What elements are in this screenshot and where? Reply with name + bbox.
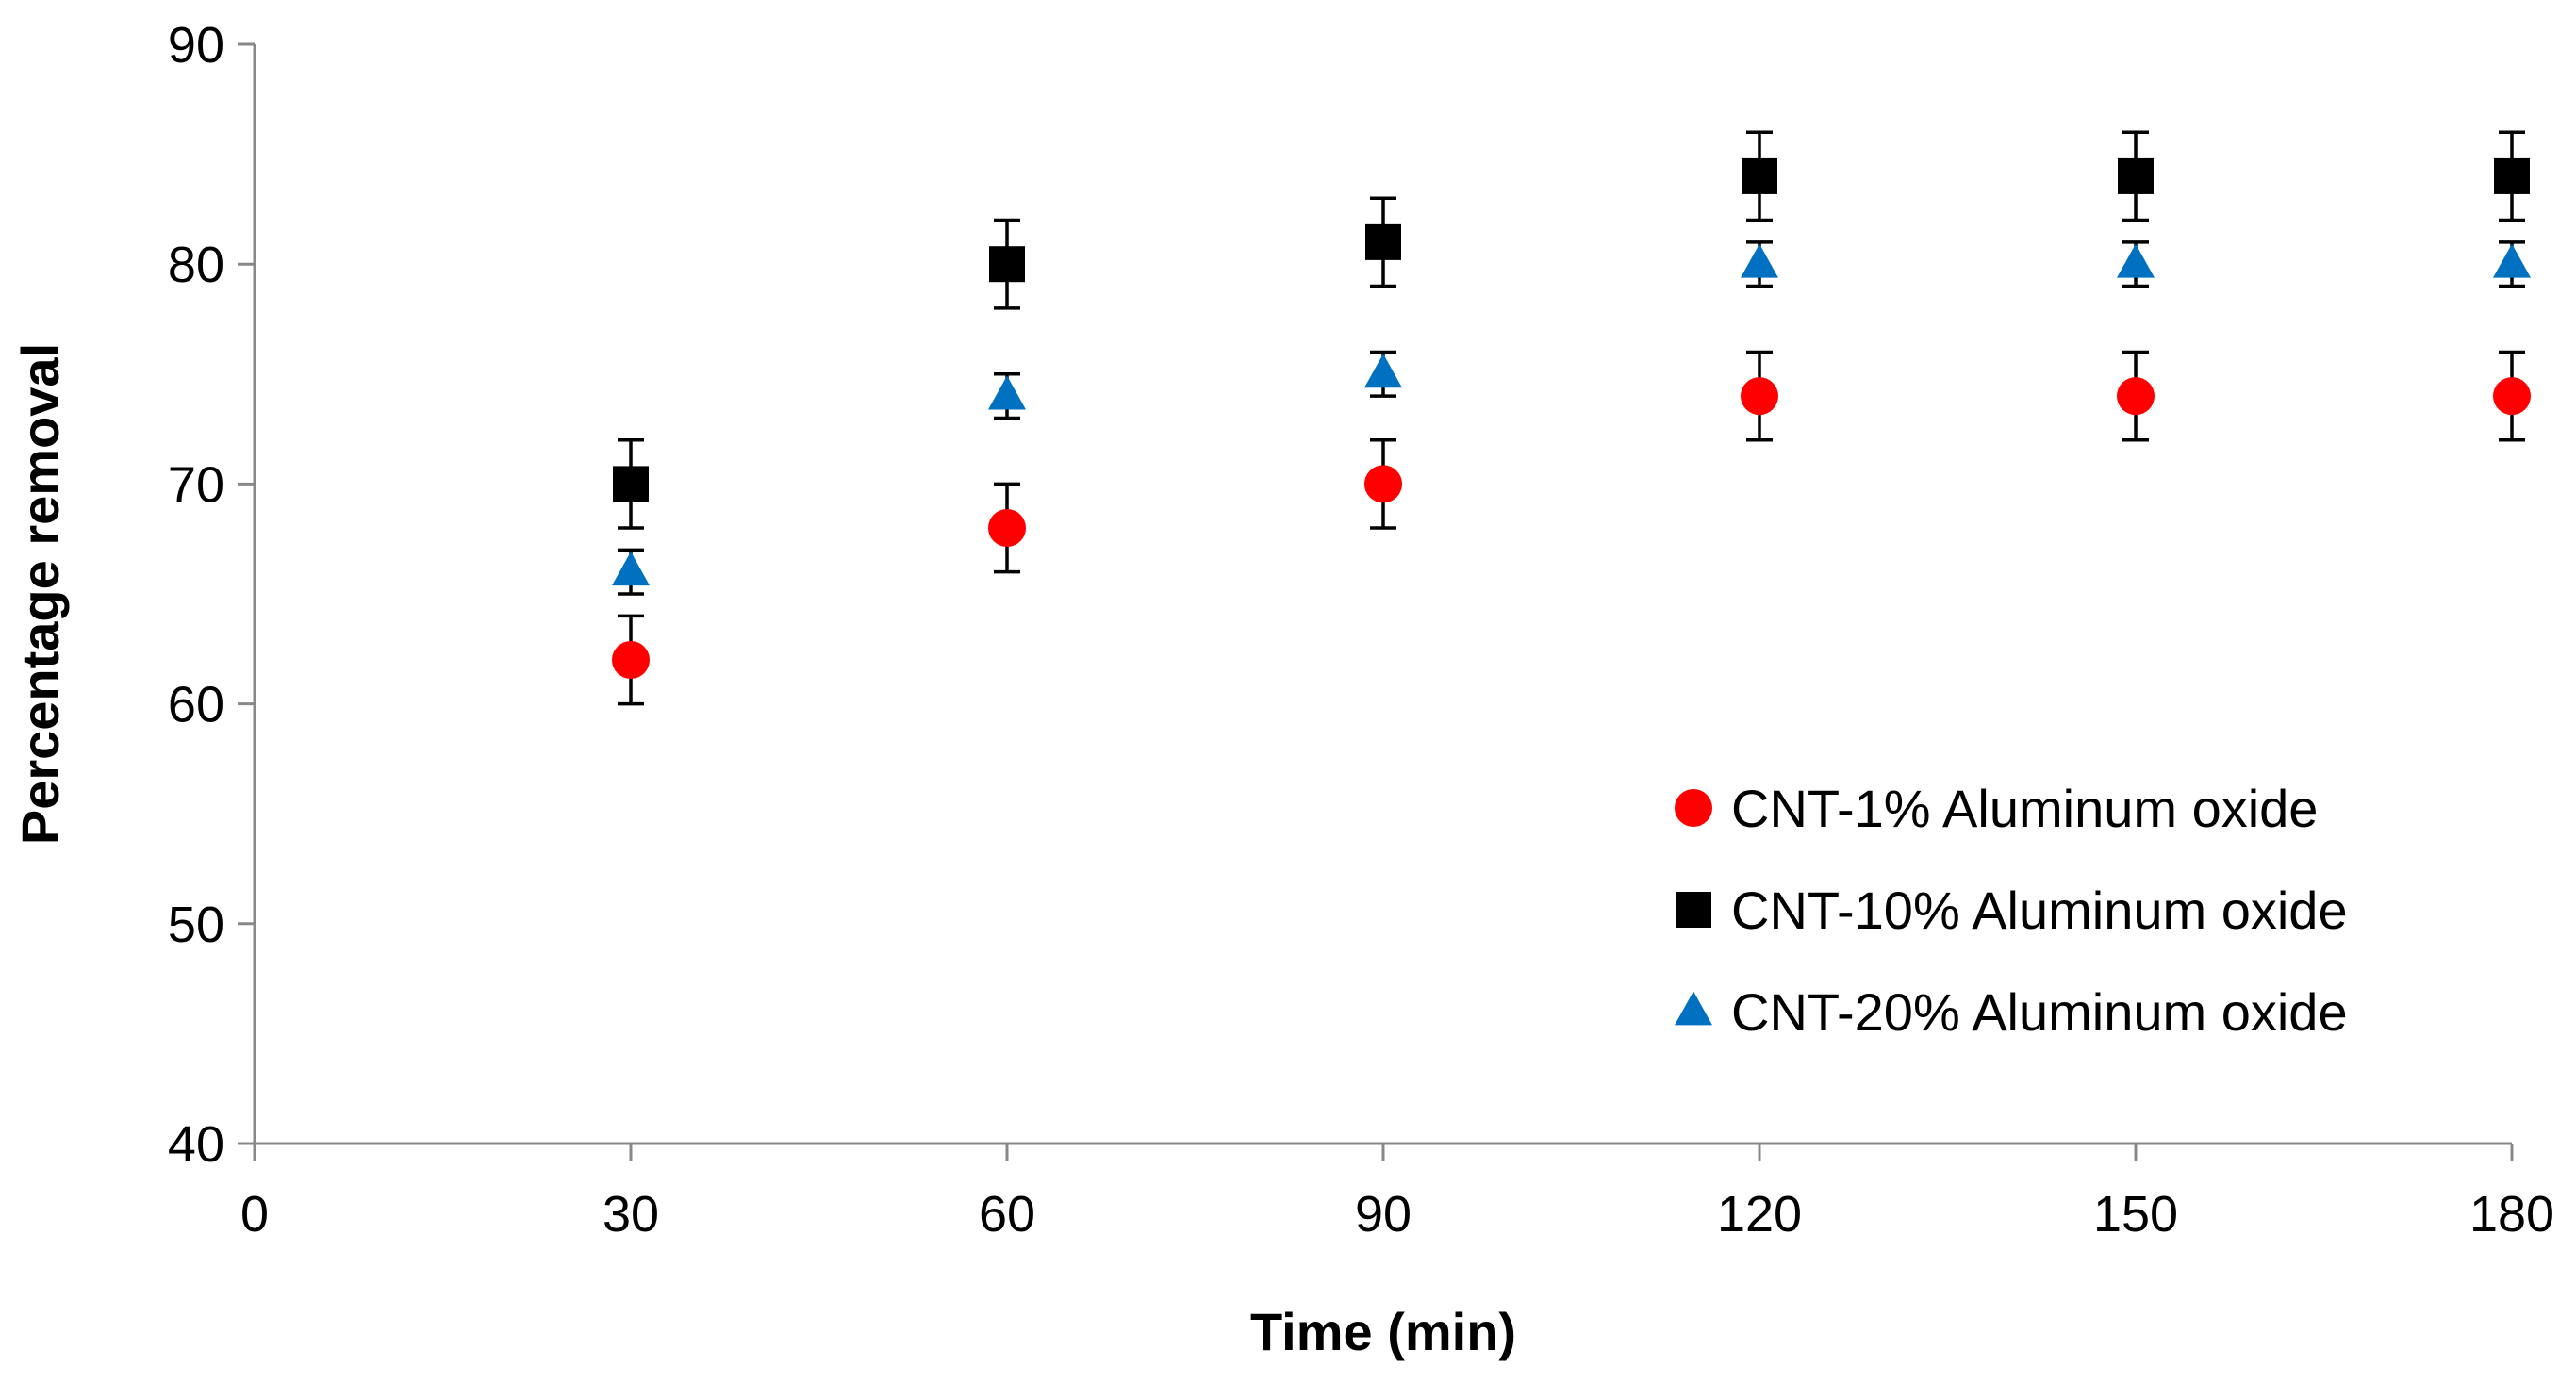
data-point-triangle — [2117, 243, 2155, 278]
y-tick-label: 40 — [168, 1116, 224, 1173]
data-point-triangle — [988, 375, 1026, 410]
data-point-square — [2118, 157, 2154, 194]
y-tick-label: 70 — [168, 456, 224, 513]
legend: CNT-1% Aluminum oxide CNT-10% Aluminum ox… — [1675, 779, 2348, 1042]
legend-label: CNT-1% Aluminum oxide — [1731, 779, 2318, 838]
data-point-circle — [1364, 465, 1402, 503]
x-axis-ticks: 0 30 60 90 120 150 180 — [240, 1144, 2554, 1243]
x-tick-label: 0 — [240, 1186, 269, 1243]
legend-item: CNT-20% Aluminum oxide — [1675, 982, 2348, 1042]
x-tick-label: 120 — [1717, 1186, 1802, 1243]
legend-item: CNT-1% Aluminum oxide — [1675, 779, 2318, 838]
y-axis-ticks: 40 50 60 70 80 90 — [168, 17, 255, 1173]
data-point-circle — [1741, 377, 1778, 416]
x-tick-label: 30 — [603, 1186, 659, 1243]
data-point-circle — [2117, 377, 2155, 416]
y-tick-label: 90 — [168, 17, 224, 74]
data-point-square — [613, 466, 649, 502]
data-point-triangle — [1741, 243, 1778, 278]
x-axis-title: Time (min) — [1250, 1302, 1516, 1361]
y-axis-title: Percentage removal — [10, 343, 70, 845]
data-point-triangle — [1364, 354, 1402, 388]
error-bars — [618, 130, 2525, 706]
y-tick-label: 60 — [168, 677, 224, 733]
legend-marker-square — [1676, 892, 1711, 928]
legend-marker-triangle — [1675, 991, 1712, 1026]
y-tick-label: 80 — [168, 237, 224, 293]
data-point-triangle — [612, 552, 650, 586]
data-point-triangle — [2493, 243, 2531, 278]
x-tick-label: 180 — [2469, 1186, 2554, 1243]
data-point-square — [1365, 223, 1401, 260]
data-point-circle — [612, 640, 650, 679]
legend-item: CNT-10% Aluminum oxide — [1676, 881, 2348, 940]
data-points — [612, 157, 2531, 679]
legend-label: CNT-20% Aluminum oxide — [1731, 982, 2348, 1042]
legend-marker-circle — [1675, 789, 1712, 827]
data-point-circle — [988, 509, 1026, 548]
data-point-square — [2494, 157, 2530, 194]
x-tick-label: 60 — [979, 1186, 1035, 1243]
x-tick-label: 90 — [1355, 1186, 1412, 1243]
data-point-square — [1742, 157, 1777, 194]
data-point-square — [989, 246, 1025, 283]
x-tick-label: 150 — [2093, 1186, 2178, 1243]
legend-label: CNT-10% Aluminum oxide — [1731, 881, 2348, 940]
y-tick-label: 50 — [168, 897, 224, 953]
data-point-circle — [2493, 377, 2531, 416]
